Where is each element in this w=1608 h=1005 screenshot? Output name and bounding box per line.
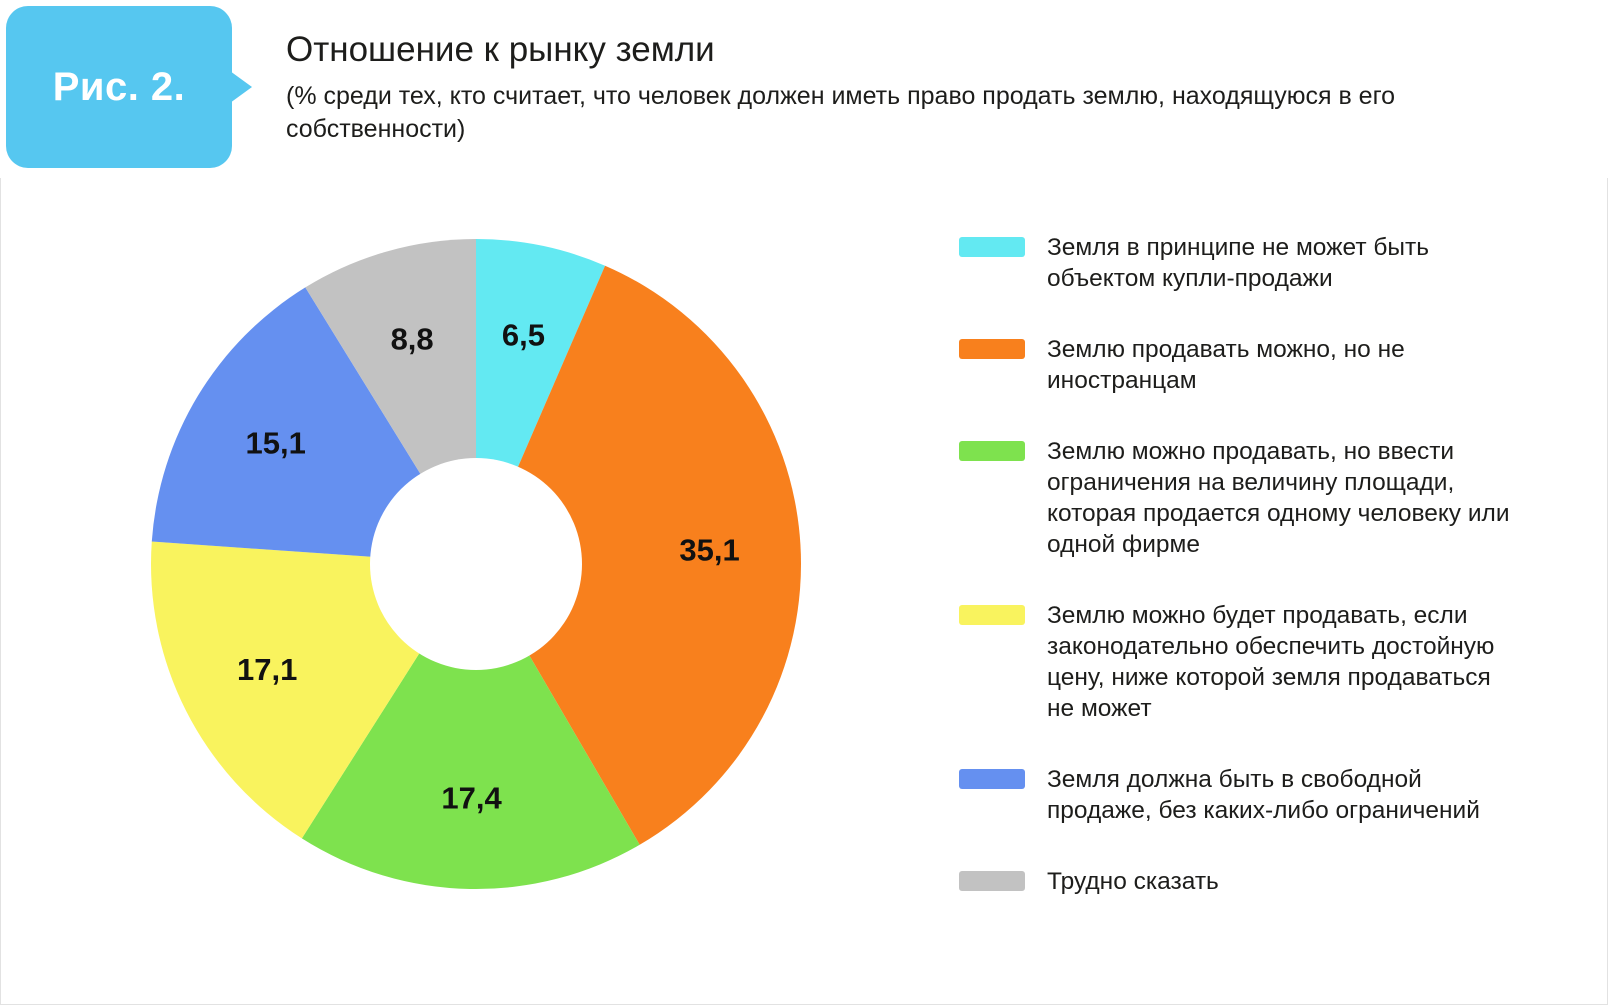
legend-swatch [959,441,1025,461]
pie-slice-5 [151,287,476,564]
chart-subtitle: (% среди тех, кто считает, что человек д… [286,82,1396,143]
legend-label: Земля должна быть в свободной продаже, б… [1047,766,1480,824]
chart-card: 6,5 35,1 17,4 17,1 15,1 8,8 Земля в принципе … [0,178,1608,1005]
legend-item-3: Землю можно продавать, но ввести огранич… [959,436,1519,560]
donut-chart: 6,5 35,1 17,4 17,1 15,1 8,8 [151,239,802,890]
slice-value-label-3: 17,4 [441,780,502,815]
figure-badge: Рис. 2. [6,6,252,168]
legend-label: Землю можно будет продавать, если законо… [1047,602,1495,722]
slice-value-label-4: 17,1 [237,652,297,687]
slice-value-label-1: 6,5 [502,317,545,352]
legend-label: Землю продавать можно, но не иностранцам [1047,336,1405,394]
legend-item-1: Земля в принципе не может быть объектом … [959,232,1519,294]
legend-item-4: Землю можно будет продавать, если законо… [959,600,1519,724]
legend-swatch [959,339,1025,359]
legend-swatch [959,605,1025,625]
legend-label: Землю можно продавать, но ввести огранич… [1047,438,1510,558]
slice-value-label-2: 35,1 [679,533,739,568]
legend-swatch [959,237,1025,257]
badge-tail-arrow [230,71,252,103]
title-block: Отношение к рынку земли (% среди тех, кт… [286,30,1496,146]
legend-item-6: Трудно сказать [959,866,1519,897]
legend: Земля в принципе не может быть объектом … [959,232,1519,897]
figure-badge-label: Рис. 2. [52,64,186,109]
chart-title: Отношение к рынку земли [286,30,715,69]
pie-slice-3 [301,564,640,890]
legend-item-5: Земля должна быть в свободной продаже, б… [959,764,1519,826]
legend-label: Трудно сказать [1047,868,1219,895]
figure-header: Рис. 2. Отношение к рынку земли (% среди… [0,0,1608,178]
legend-item-2: Землю продавать можно, но не иностранцам [959,334,1519,396]
slice-value-label-5: 15,1 [246,425,306,460]
legend-swatch [959,769,1025,789]
pie-slice-2 [476,265,802,845]
legend-label: Земля в принципе не может быть объектом … [1047,234,1429,292]
slice-value-label-6: 8,8 [391,321,434,356]
legend-swatch [959,871,1025,891]
donut-hole [370,458,582,670]
